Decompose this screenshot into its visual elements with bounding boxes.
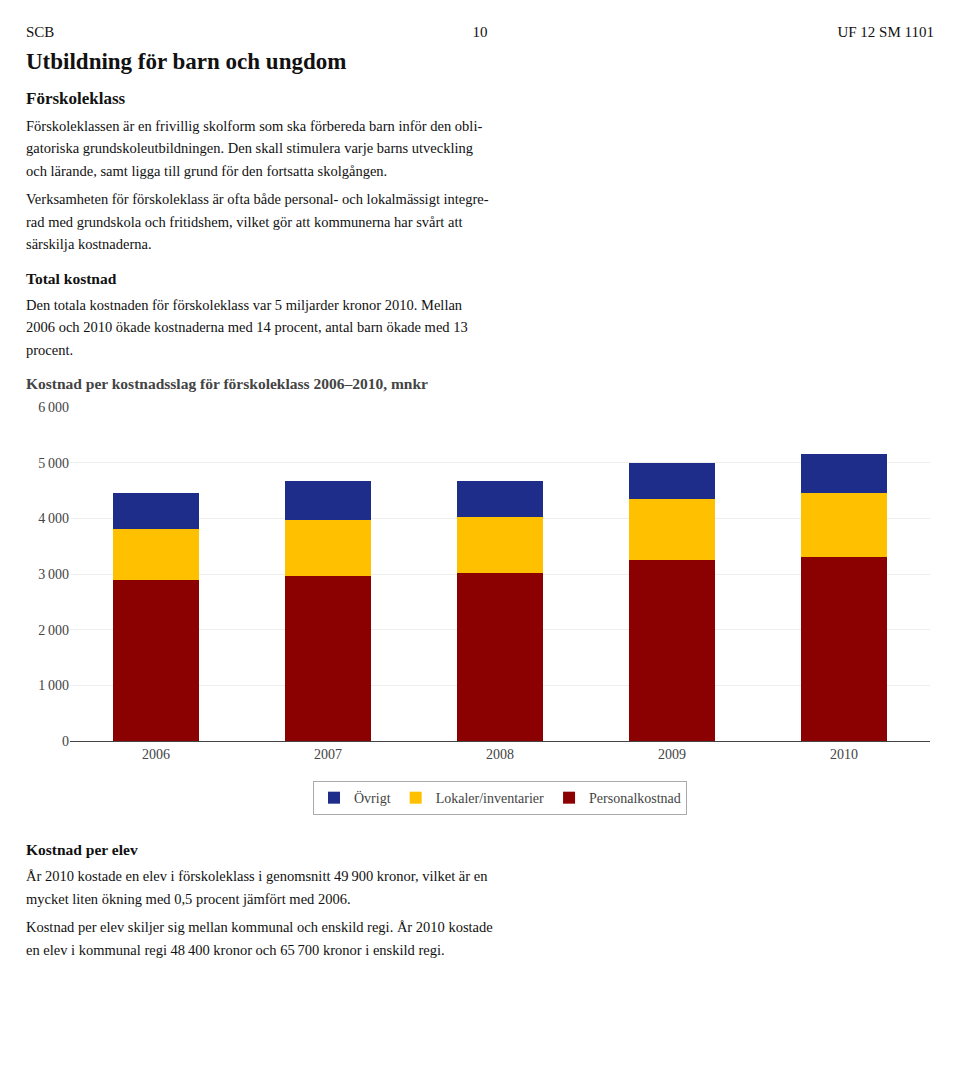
svg-text:2006: 2006 <box>142 747 170 762</box>
html-text:10: 10 <box>472 24 488 40</box>
html-text:År 2010 kostade en elev i förs: År 2010 kostade en elev i förskoleklass … <box>26 868 488 907</box>
html-text:Utbildning för barn och ungdom: Utbildning för barn och ungdom <box>26 49 347 74</box>
svg-text:2009: 2009 <box>658 747 686 762</box>
html-text:Den totala kostnaden för försk: Den totala kostnaden för förskoleklass v… <box>26 296 468 358</box>
svg-text:2 000: 2 000 <box>38 623 69 638</box>
svg-text:3 000: 3 000 <box>38 567 69 582</box>
svg-text:Kostnad per kostnadsslag för f: Kostnad per kostnadsslag för förskolekla… <box>26 376 428 393</box>
svg-text:1 000: 1 000 <box>38 678 69 693</box>
html-text:Total kostnad: Total kostnad <box>26 269 117 287</box>
html-text:Kostnad per elev: Kostnad per elev <box>26 841 138 859</box>
svg-text:4 000: 4 000 <box>38 511 69 526</box>
html-text:Kostnad per elev skiljer sig m: Kostnad per elev skiljer sig mellan komm… <box>26 919 493 958</box>
html-text:UF 12 SM 1101: UF 12 SM 1101 <box>837 24 934 40</box>
svg-text:5 000: 5 000 <box>38 456 69 471</box>
svg-text:2010: 2010 <box>830 747 858 762</box>
html-text:Förskoleklassen är en frivilli: Förskoleklassen är en frivillig skolform… <box>26 118 483 179</box>
svg-text:Lokaler/inventarier: Lokaler/inventarier <box>436 791 544 806</box>
svg-text:Övrigt: Övrigt <box>354 790 391 806</box>
html-text:Förskoleklass: Förskoleklass <box>26 89 126 108</box>
svg-text:0: 0 <box>62 734 69 749</box>
svg-text:6 000: 6 000 <box>38 400 69 415</box>
html-text:SCB: SCB <box>26 24 55 40</box>
svg-text:Personalkostnad: Personalkostnad <box>589 791 681 806</box>
html-text:Verksamheten för förskoleklass: Verksamheten för förskoleklass är ofta b… <box>26 191 489 253</box>
svg-text:2007: 2007 <box>314 747 342 762</box>
svg-text:2008: 2008 <box>486 747 514 762</box>
